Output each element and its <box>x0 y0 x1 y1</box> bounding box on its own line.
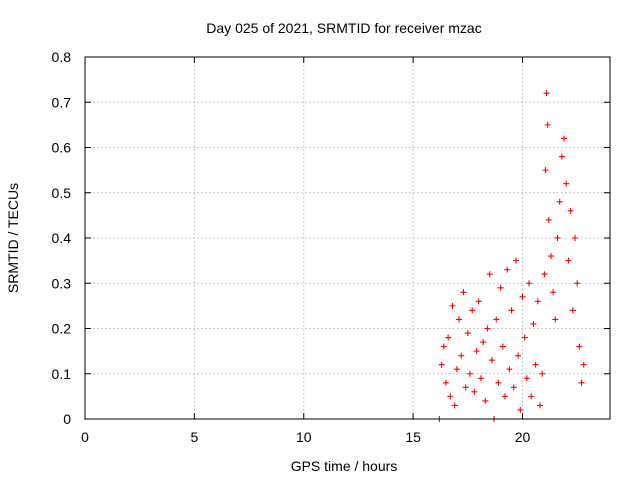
data-point <box>497 284 504 291</box>
data-point <box>456 316 463 323</box>
data-point <box>576 343 583 350</box>
data-point <box>440 343 447 350</box>
data-point <box>572 235 578 241</box>
data-point <box>545 216 552 223</box>
data-point <box>563 180 570 187</box>
data-point <box>453 366 460 373</box>
data-point <box>451 402 458 409</box>
data-point <box>477 375 484 382</box>
data-point <box>537 402 543 409</box>
data-point <box>480 339 487 346</box>
y-axis-label: SRMTID / TECUs <box>5 183 21 293</box>
data-point <box>552 316 559 323</box>
y-tick-label: 0.1 <box>52 366 72 382</box>
data-point <box>486 271 493 278</box>
data-point <box>495 379 502 386</box>
data-point <box>442 379 449 386</box>
x-tick-label: 0 <box>81 429 89 445</box>
data-point <box>484 325 491 332</box>
data-point <box>464 330 471 337</box>
data-point <box>554 235 561 241</box>
data-point <box>530 320 537 327</box>
data-point <box>445 334 452 341</box>
axis-ticks <box>84 56 610 420</box>
y-tick-label: 0 <box>63 411 71 427</box>
data-point <box>438 361 445 368</box>
data-point <box>449 302 456 309</box>
y-tick-label: 0.4 <box>52 230 72 246</box>
data-point <box>558 153 565 160</box>
data-point <box>556 198 563 205</box>
data-point <box>499 343 506 350</box>
data-point <box>567 207 574 214</box>
data-point <box>539 370 546 377</box>
y-tick-labels: 0 0.1 0.2 0.3 0.4 0.5 0.6 0.7 0.8 <box>52 49 72 427</box>
data-point <box>565 257 572 264</box>
data-point <box>517 406 524 413</box>
x-tick-label: 20 <box>515 429 531 445</box>
x-tick-label: 5 <box>190 429 198 445</box>
data-point <box>532 361 539 368</box>
y-tick-label: 0.7 <box>52 94 72 110</box>
data-point <box>526 280 533 287</box>
y-tick-label: 0.6 <box>52 140 72 156</box>
data-point <box>569 307 576 314</box>
x-tick-labels: 0 5 10 15 20 <box>81 429 530 445</box>
data-point <box>580 361 587 368</box>
data-point <box>578 379 585 386</box>
data-point <box>506 366 513 373</box>
data-point <box>574 280 581 287</box>
data-point <box>475 298 482 305</box>
grid-lines <box>85 57 610 419</box>
data-point <box>543 90 550 97</box>
data-point <box>512 257 519 264</box>
y-tick-label: 0.8 <box>52 49 72 65</box>
data-point <box>458 352 465 359</box>
chart-title: Day 025 of 2021, SRMTID for receiver mza… <box>206 20 481 36</box>
data-point <box>515 352 522 359</box>
data-point <box>469 307 476 314</box>
data-point <box>493 316 500 323</box>
data-point <box>504 266 511 273</box>
data-point <box>467 370 473 377</box>
data-point <box>510 384 517 391</box>
data-point <box>488 357 495 364</box>
data-point <box>523 375 530 382</box>
y-tick-label: 0.2 <box>52 321 72 337</box>
y-tick-label: 0.5 <box>52 185 72 201</box>
data-point <box>561 135 568 142</box>
data-points <box>436 90 587 422</box>
data-point <box>519 293 526 300</box>
data-point <box>550 289 557 296</box>
y-tick-label: 0.3 <box>52 275 72 291</box>
data-point <box>447 393 454 400</box>
data-point <box>521 334 528 341</box>
data-point <box>534 298 541 305</box>
data-point <box>482 397 489 404</box>
data-point <box>460 289 467 296</box>
data-point <box>547 253 554 260</box>
x-axis-label: GPS time / hours <box>291 458 398 474</box>
data-point <box>541 271 548 278</box>
data-point <box>528 393 535 400</box>
x-tick-label: 15 <box>405 429 421 445</box>
x-tick-label: 10 <box>296 429 312 445</box>
data-point <box>502 393 508 400</box>
data-point <box>542 167 549 174</box>
data-point <box>544 121 551 128</box>
data-point <box>462 384 469 391</box>
data-point <box>508 307 515 314</box>
data-point <box>473 348 480 355</box>
data-point <box>471 388 478 395</box>
